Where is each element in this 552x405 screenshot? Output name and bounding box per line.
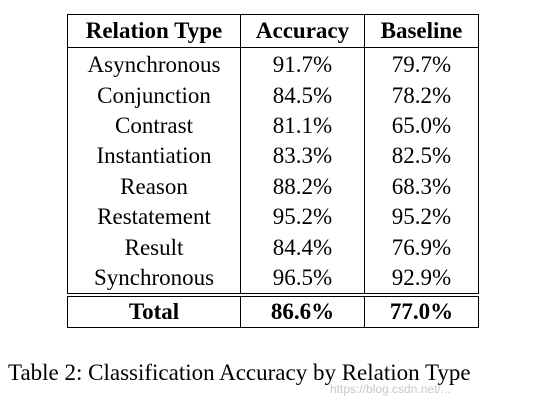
accuracy-cell: 95.2% [240, 201, 365, 233]
baseline-cell: 92.9% [364, 262, 479, 296]
baseline-cell: 78.2% [364, 80, 479, 111]
accuracy-cell: 88.2% [240, 171, 365, 202]
header-accuracy: Accuracy [240, 14, 365, 48]
total-label: Total [67, 293, 241, 329]
baseline-cell: 68.3% [364, 171, 479, 202]
baseline-cell: 79.7% [364, 47, 479, 81]
relation-type-cell: Contrast [67, 110, 241, 142]
accuracy-cell: 81.1% [240, 110, 365, 142]
relation-type-cell: Restatement [67, 201, 241, 233]
baseline-cell: 95.2% [364, 201, 479, 233]
accuracy-cell: 96.5% [240, 262, 365, 296]
relation-type-cell: Conjunction [67, 80, 241, 111]
accuracy-cell: 84.5% [240, 80, 365, 111]
accuracy-cell: 91.7% [240, 47, 365, 81]
baseline-cell: 76.9% [364, 232, 479, 263]
relation-type-cell: Asynchronous [67, 47, 241, 81]
watermark: https://blog.csdn.net/... [330, 382, 451, 396]
table-row: Result 84.4% 76.9% [67, 232, 479, 263]
header-row: Relation Type Accuracy Baseline [67, 14, 479, 48]
relation-type-cell: Reason [67, 171, 241, 202]
relation-type-cell: Result [67, 232, 241, 263]
header-baseline: Baseline [364, 14, 479, 48]
accuracy-cell: 83.3% [240, 141, 365, 172]
table-row: Reason 88.2% 68.3% [67, 171, 479, 202]
total-accuracy: 86.6% [240, 293, 365, 329]
header-relation-type: Relation Type [67, 14, 241, 48]
table-caption: Table 2: Classification Accuracy by Rela… [8, 360, 471, 385]
table-row: Conjunction 84.5% 78.2% [67, 80, 479, 111]
baseline-cell: 82.5% [364, 141, 479, 172]
table-row: Synchronous 96.5% 92.9% [67, 262, 479, 296]
baseline-cell: 65.0% [364, 110, 479, 142]
table-row: Asynchronous 91.7% 79.7% [67, 47, 479, 81]
table-row: Contrast 81.1% 65.0% [67, 110, 479, 142]
total-row: Total 86.6% 77.0% [67, 293, 479, 329]
accuracy-cell: 84.4% [240, 232, 365, 263]
table-row: Instantiation 83.3% 82.5% [67, 141, 479, 172]
relation-type-cell: Synchronous [67, 262, 241, 296]
total-baseline: 77.0% [364, 293, 479, 329]
results-table: Relation Type Accuracy Baseline Asynchro… [67, 14, 479, 329]
table-row: Restatement 95.2% 95.2% [67, 201, 479, 233]
relation-type-cell: Instantiation [67, 141, 241, 172]
